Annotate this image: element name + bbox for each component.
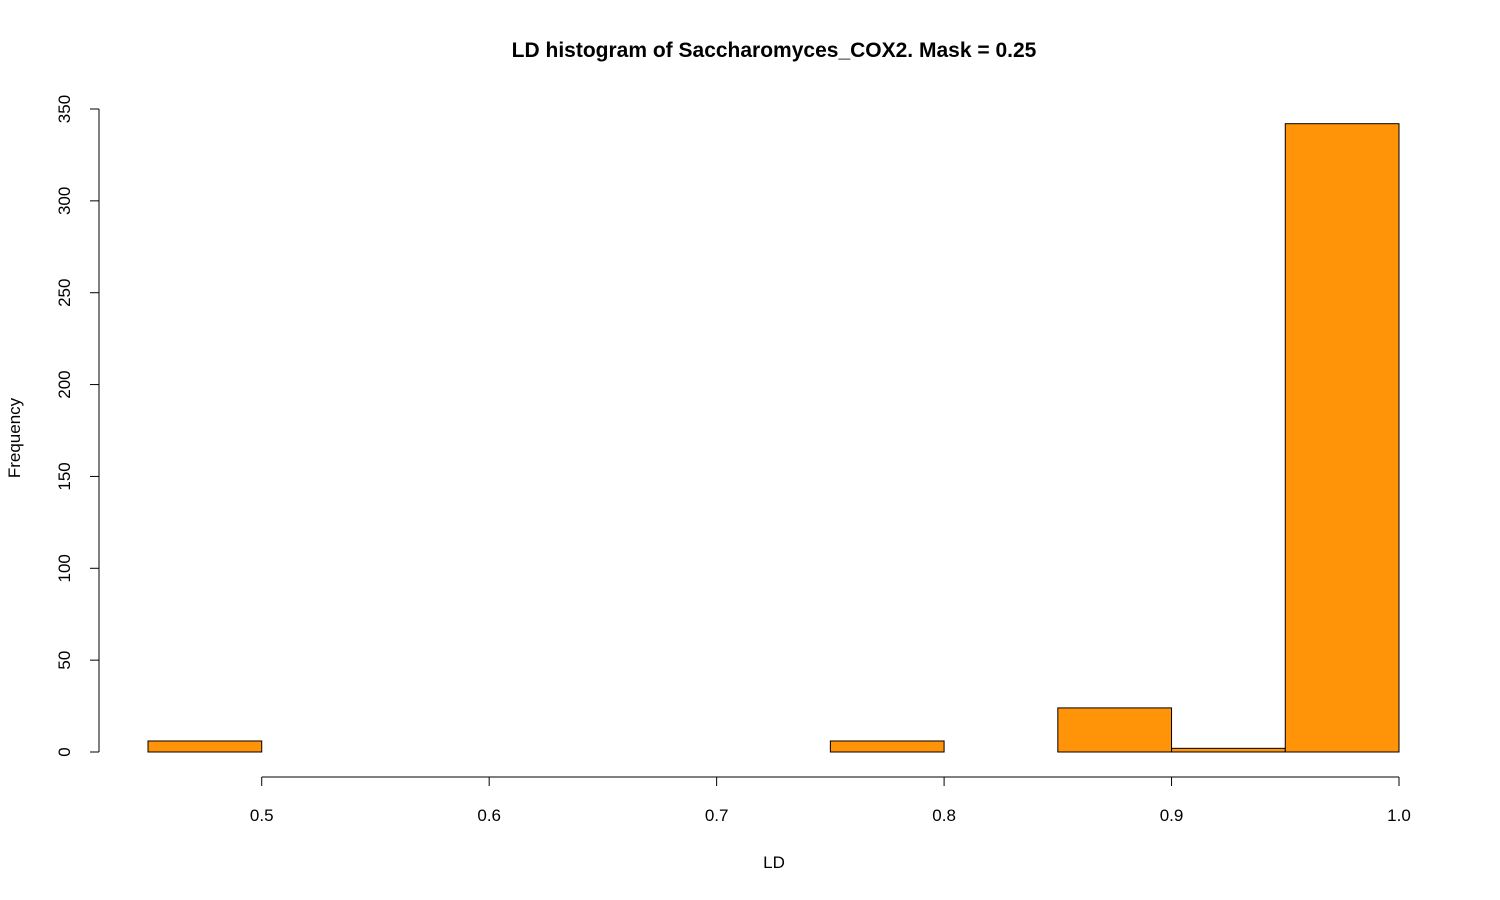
y-tick-label: 350 — [55, 95, 74, 123]
y-axis: 0 50 100 150 200 250 300 350 — [55, 95, 100, 757]
x-tick-label: 0.8 — [932, 806, 956, 825]
histogram-bar-8 — [1057, 707, 1173, 753]
bars-group — [147, 123, 1400, 753]
histogram-bar-0 — [147, 740, 263, 753]
y-tick-label: 300 — [55, 187, 74, 215]
x-tick-label: 0.9 — [1160, 806, 1184, 825]
x-tick-label: 0.7 — [705, 806, 729, 825]
y-tick-label: 150 — [55, 462, 74, 490]
histogram-bar-9 — [1171, 747, 1286, 753]
x-axis-label: LD — [763, 853, 785, 872]
y-tick-label: 250 — [55, 279, 74, 307]
y-tick-label: 0 — [55, 747, 74, 756]
y-axis-label: Frequency — [5, 397, 24, 478]
histogram-bar-6 — [829, 740, 945, 753]
histogram-bar-10 — [1284, 123, 1400, 753]
y-tick-label: 50 — [55, 651, 74, 670]
x-axis: 0.5 0.6 0.7 0.8 0.9 1.0 — [250, 776, 1411, 825]
y-tick-label: 200 — [55, 370, 74, 398]
x-tick-label: 1.0 — [1387, 806, 1411, 825]
y-tick-label: 100 — [55, 554, 74, 582]
x-tick-label: 0.5 — [250, 806, 274, 825]
chart-title: LD histogram of Saccharomyces_COX2. Mask… — [512, 39, 1037, 62]
x-tick-label: 0.6 — [477, 806, 501, 825]
